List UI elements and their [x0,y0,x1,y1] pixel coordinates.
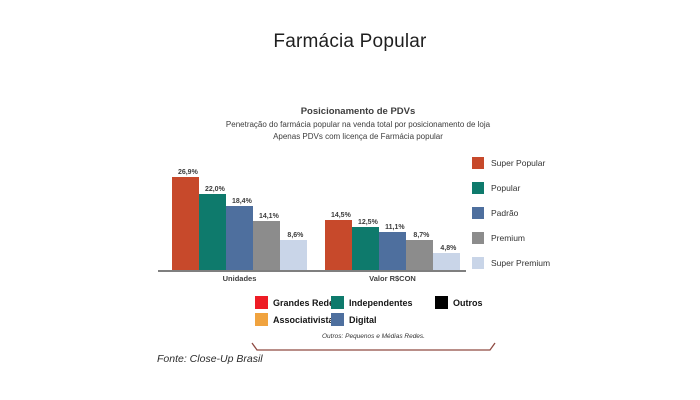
bar-super-premium: 4,8% [433,245,460,270]
legend-swatch-icon [472,207,484,219]
legend-item-popular: Popular [472,182,550,194]
legend-item-premium: Premium [472,232,550,244]
chart: Posicionamento de PDVs Penetração do far… [158,100,588,356]
chart-subtitle-2: Apenas PDVs com licença de Farmácia popu… [273,132,443,141]
bottom-legend-item-digital: Digital [331,313,435,326]
bar-value-label: 8,7% [413,231,430,239]
bar-value-label: 26,9% [177,168,198,176]
chart-title: Posicionamento de PDVs [300,106,416,117]
chart-subtitle-1: Penetração do farmácia popular na venda … [225,120,491,129]
bar-padr-o: 18,4% [226,198,253,270]
bottom-legend-item-grandes-redes: Grandes Redes [255,296,339,309]
bottom-legend-swatch-icon [255,296,268,309]
legend-swatch-icon [472,232,484,244]
bar-super-premium: 8,6% [280,232,307,270]
legend-swatch-icon [472,257,484,269]
bar-value-label: 11,1% [385,223,405,231]
legend-label: Super Premium [491,258,551,268]
bar-value-label: 22,0% [204,185,225,193]
bar-padr-o: 11,1% [379,224,406,270]
category-label-unidades: Unidades [222,274,257,283]
legend-label: Padrão [491,208,519,218]
series-legend: Super Popular Popular Padrão Premium Super P… [472,157,550,282]
bar-value-label: 8,6% [287,232,304,240]
bottom-legend-label: Digital [349,314,377,325]
bottom-legend-item-independentes: Independentes [331,296,435,309]
bar-super-popular: 14,5% [325,212,352,270]
bar-popular: 12,5% [352,219,379,270]
bottom-legend-label: Grandes Redes [273,297,340,308]
bottom-legend-item-associativistas: Associativistas [255,313,339,326]
legend-label: Premium [491,233,526,243]
bar-group-valor: 14,5% 12,5% 11,1% 8,7% 4,8% [325,212,460,270]
bar-super-popular: 26,9% [172,169,199,270]
bottom-legend-swatch-icon [435,296,448,309]
bottom-legend-item-outros: Outros [435,296,483,309]
plot-area: 26,9% 22,0% 18,4% 14,1% 8,6% 14,5% 12,5% 11,1%… [158,162,466,272]
bottom-legend-swatch-icon [331,313,344,326]
bar-popular: 22,0% [199,186,226,270]
bar-value-label: 18,4% [231,198,252,206]
bar-group-unidades: 26,9% 22,0% 18,4% 14,1% 8,6% [172,169,307,270]
bottom-legend-label: Independentes [349,297,413,308]
category-label-valor: Valor R$CON [369,274,416,283]
legend-item-super-popular: Super Popular [472,157,550,169]
bottom-legend: Grandes Redes Independentes Outros Associat… [255,296,483,326]
page-title: Farmácia Popular [273,31,427,52]
legend-label: Super Popular [491,158,546,168]
legend-item-super-premium: Super Premium [472,257,550,269]
bar-premium: 8,7% [406,232,433,270]
bottom-legend-swatch-icon [331,296,344,309]
bracket-underline [251,342,496,351]
bar-value-label: 14,5% [330,211,351,219]
legend-item-padr-o: Padrão [472,207,550,219]
bottom-legend-label: Associativistas [273,314,339,325]
bar-value-label: 12,5% [357,218,378,226]
legend-swatch-icon [472,157,484,169]
legend-swatch-icon [472,182,484,194]
bar-value-label: 4,8% [440,245,457,253]
bottom-legend-note: Outros: Pequenos e Médias Redes. [322,333,425,340]
legend-label: Popular [491,183,521,193]
bar-premium: 14,1% [253,213,280,270]
bar-value-label: 14,1% [258,213,279,221]
bottom-legend-label: Outros [453,297,483,308]
bottom-legend-swatch-icon [255,313,268,326]
bracket-path [251,342,496,351]
source-caption: Fonte: Close-Up Brasil [157,353,263,365]
